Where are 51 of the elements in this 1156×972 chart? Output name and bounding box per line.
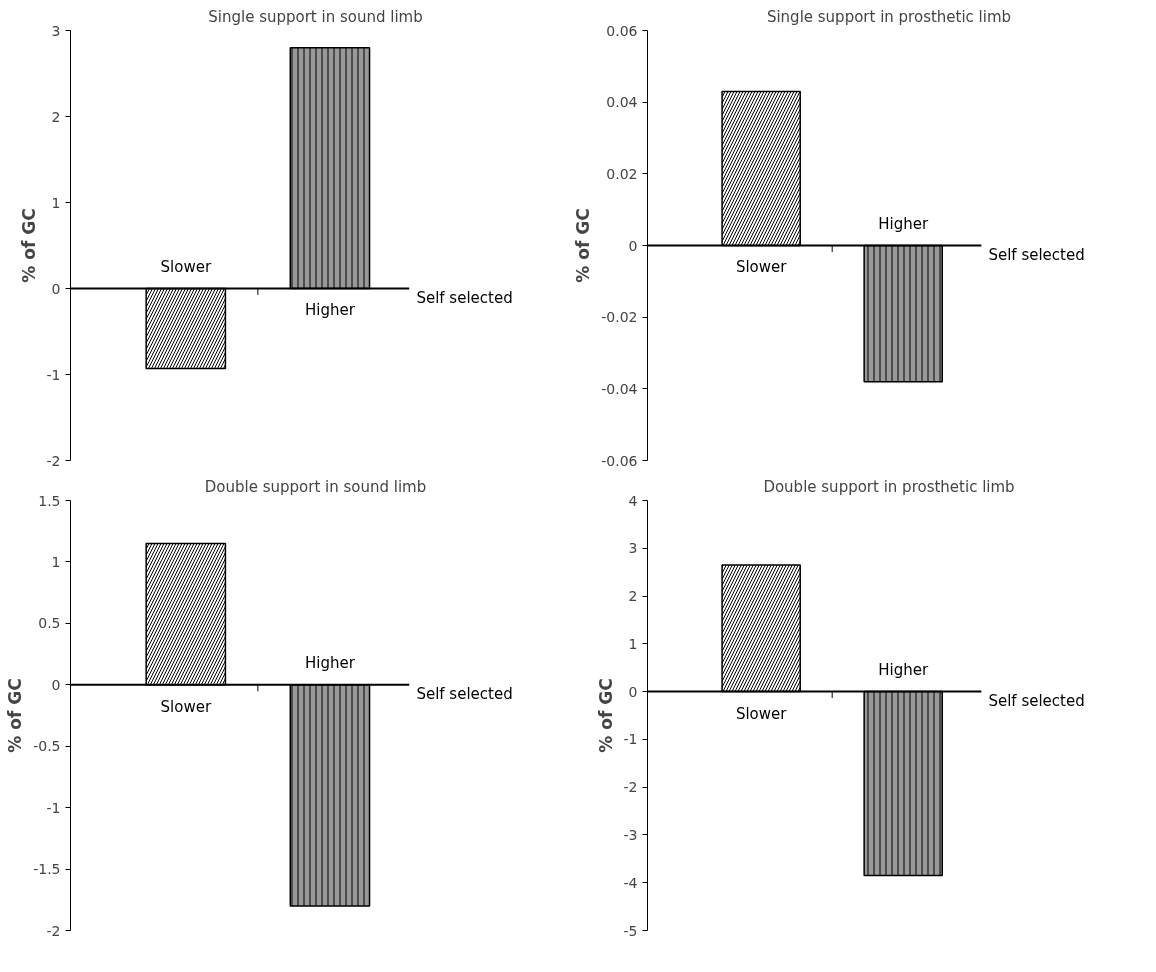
y-tick-label: 0 bbox=[628, 683, 638, 700]
x-tick-label: Slower bbox=[160, 257, 212, 276]
x-tick-label: Higher bbox=[878, 660, 929, 679]
y-tick-label: 3 bbox=[628, 540, 638, 557]
y-tick-label: 1.5 bbox=[38, 492, 61, 509]
x-axis-title: Self selected bbox=[988, 245, 1085, 264]
y-tick-label: 0 bbox=[51, 280, 61, 297]
y-tick-label: -1 bbox=[46, 366, 61, 383]
y-tick-label: -0.04 bbox=[601, 380, 638, 397]
y-tick-label: 0 bbox=[628, 237, 638, 254]
x-tick-label: Slower bbox=[735, 258, 788, 277]
y-tick-label: 0.02 bbox=[606, 165, 638, 182]
x-tick-label: Higher bbox=[304, 301, 356, 320]
y-axis-title: % of GC bbox=[573, 208, 594, 283]
y-axis-title: % of GC bbox=[595, 678, 616, 753]
y-tick-label: -0.5 bbox=[33, 738, 61, 755]
y-tick-label: 3 bbox=[51, 22, 61, 39]
y-tick-label: 2 bbox=[51, 108, 61, 125]
y-axis-title: % of GC bbox=[18, 208, 39, 283]
y-tick-label: 1 bbox=[628, 635, 638, 652]
y-tick-label: -3 bbox=[623, 826, 638, 843]
chart-title: Single support in sound limb bbox=[208, 7, 423, 26]
x-axis-title: Self selected bbox=[416, 684, 513, 703]
y-tick-label: 0.04 bbox=[606, 94, 638, 111]
y-tick-label: -0.02 bbox=[601, 309, 638, 326]
y-tick-label: 2 bbox=[628, 588, 638, 605]
y-tick-label: -4 bbox=[623, 874, 638, 891]
y-tick-label: -2 bbox=[623, 779, 638, 796]
x-tick-label: Slower bbox=[735, 704, 788, 723]
y-tick-label: -1 bbox=[623, 731, 638, 748]
x-tick-label: Higher bbox=[304, 653, 356, 672]
x-axis-title: Self selected bbox=[988, 691, 1085, 710]
y-axis-title: % of GC bbox=[5, 678, 26, 753]
y-tick-label: 0.06 bbox=[606, 22, 638, 39]
y-tick-label: -0.06 bbox=[601, 452, 638, 469]
chart-title: Double support in sound limb bbox=[204, 477, 427, 496]
chart-title: Double support in prosthetic limb bbox=[763, 477, 1015, 496]
x-axis-title: Self selected bbox=[416, 288, 513, 307]
y-tick-label: -2 bbox=[46, 922, 61, 939]
y-tick-label: 4 bbox=[628, 492, 638, 509]
x-tick-label: Slower bbox=[160, 697, 212, 716]
y-tick-label: 0 bbox=[51, 676, 61, 693]
y-tick-label: -1 bbox=[46, 799, 61, 816]
y-tick-label: -5 bbox=[623, 922, 638, 939]
x-tick-label: Higher bbox=[878, 214, 929, 233]
y-tick-label: 1 bbox=[51, 194, 61, 211]
y-tick-label: -2 bbox=[46, 452, 61, 469]
y-tick-label: 1 bbox=[51, 553, 61, 570]
y-tick-label: 0.5 bbox=[38, 615, 61, 632]
chart-title: Single support in prosthetic limb bbox=[766, 7, 1012, 26]
y-tick-label: -1.5 bbox=[33, 861, 61, 878]
